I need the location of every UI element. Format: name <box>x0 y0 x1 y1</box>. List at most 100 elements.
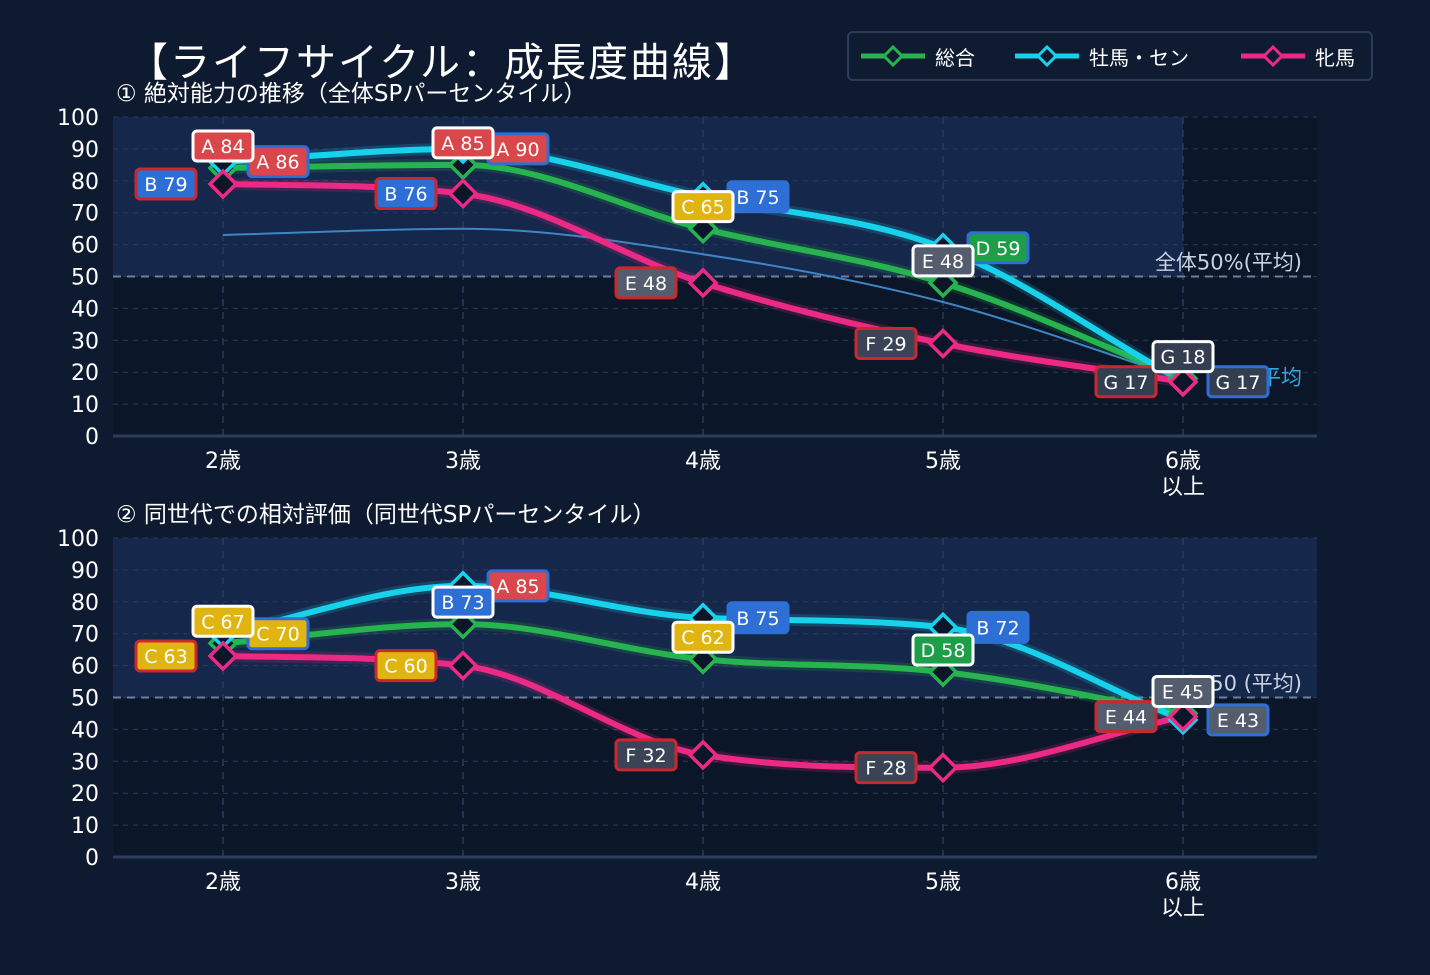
data-label: C 65 <box>671 190 735 224</box>
data-label: A 90 <box>486 132 550 166</box>
x-tick-label: 4歳 <box>685 870 721 895</box>
data-label-box <box>854 326 918 360</box>
x-tick-label: 5歳 <box>925 449 961 474</box>
y-tick-label: 30 <box>71 329 99 354</box>
data-point-marker <box>207 168 239 200</box>
reference-line-label: 全体50%(平均) <box>1155 251 1302 275</box>
chart-legend: 総合 牡馬・セン 牝馬 <box>847 31 1373 81</box>
data-label-box <box>1094 365 1158 399</box>
data-label-text: A 90 <box>496 139 539 161</box>
data-label-text: G 17 <box>1216 372 1261 394</box>
data-label: D 58 <box>911 633 975 667</box>
data-label-text: D 58 <box>921 640 966 662</box>
y-tick-label: 70 <box>71 202 99 227</box>
data-label: B 79 <box>134 167 198 201</box>
chart-panel-2: ② 同世代での相対評価（同世代SPパーセンタイル） 0 10 20 30 40 50 60 70… <box>57 502 1317 921</box>
y-tick-label: 50 <box>71 266 99 291</box>
data-label: B 73 <box>431 585 495 619</box>
data-label-box <box>374 649 438 683</box>
data-label-text: F 28 <box>865 758 906 780</box>
data-label-text: B 72 <box>976 617 1019 639</box>
x-tick-label: 3歳 <box>445 870 481 895</box>
y-tick-label: 40 <box>71 718 99 743</box>
data-label-box <box>431 126 495 160</box>
chart-panel-1: ① 絶対能力の推移（全体SPパーセンタイル） 0 10 20 30 40 50 60 70 80 9… <box>57 81 1317 500</box>
y-tick-label: 60 <box>71 655 99 680</box>
data-label: E 44 <box>1094 700 1158 734</box>
data-label: F 29 <box>854 326 918 360</box>
data-label-box <box>134 639 198 673</box>
data-label: E 48 <box>911 244 975 278</box>
data-label-text: F 32 <box>625 745 666 767</box>
data-point-marker <box>1167 701 1199 733</box>
x-tick-label: 6歳以上 <box>1161 449 1205 500</box>
data-label-text: C 70 <box>256 624 299 646</box>
data-label-box <box>191 604 255 638</box>
legend-line-diamond-icon <box>1015 44 1079 68</box>
legend-line-diamond-icon <box>1241 44 1305 68</box>
y-tick-label: 80 <box>71 170 99 195</box>
data-label-box <box>911 633 975 667</box>
data-label-text: E 43 <box>1217 710 1259 732</box>
data-label: A 85 <box>486 569 550 603</box>
data-label: C 62 <box>671 620 735 654</box>
data-label: C 70 <box>246 617 310 651</box>
data-label-box <box>1206 365 1270 399</box>
data-label-text: G 18 <box>1161 347 1206 369</box>
data-label-box <box>191 129 255 163</box>
data-label: E 45 <box>1151 674 1215 708</box>
legend-entry-overall: 総合 <box>861 33 975 79</box>
y-tick-label: 20 <box>71 782 99 807</box>
data-label: F 28 <box>854 751 918 785</box>
data-point-marker <box>687 739 719 771</box>
data-label-text: D 59 <box>976 238 1021 260</box>
x-tick-label: 4歳 <box>685 449 721 474</box>
y-tick-label: 10 <box>71 814 99 839</box>
data-label-text: E 48 <box>625 273 667 295</box>
data-label-box <box>1206 703 1270 737</box>
data-label-text: A 85 <box>496 576 539 598</box>
x-tick-label: 2歳 <box>205 870 241 895</box>
data-label-text: G 17 <box>1104 372 1149 394</box>
x-tick-label: 3歳 <box>445 449 481 474</box>
data-label: A 86 <box>246 145 310 179</box>
data-label-text: F 29 <box>865 333 906 355</box>
data-label-text: B 79 <box>144 174 187 196</box>
data-label-text: C 67 <box>201 611 244 633</box>
y-tick-label: 20 <box>71 361 99 386</box>
average-line <box>222 227 1184 380</box>
data-point-marker <box>447 650 479 682</box>
data-label-box <box>374 177 438 211</box>
data-label-box <box>614 266 678 300</box>
y-tick-label: 100 <box>57 106 99 131</box>
data-label: A 84 <box>191 129 255 163</box>
data-label: A 85 <box>431 126 495 160</box>
data-point-marker <box>927 328 959 359</box>
data-label-box <box>1151 340 1215 374</box>
y-tick-label: 30 <box>71 750 99 775</box>
y-tick-label: 70 <box>71 623 99 648</box>
data-label-text: B 76 <box>384 184 427 206</box>
legend-line-diamond-icon <box>861 44 925 68</box>
data-label: D 59 <box>966 231 1030 265</box>
data-label-box <box>431 585 495 619</box>
y-tick-label: 100 <box>57 527 99 552</box>
y-tick-label: 10 <box>71 393 99 418</box>
data-label: G 18 <box>1151 340 1215 374</box>
data-point-marker <box>687 267 719 299</box>
data-label-box <box>134 167 198 201</box>
data-label-text: A 86 <box>256 152 299 174</box>
data-label-text: B 73 <box>441 592 484 614</box>
data-label-box <box>1151 674 1215 708</box>
data-label: G 17 <box>1206 365 1270 399</box>
data-label: E 43 <box>1206 703 1270 737</box>
x-tick-label: 5歳 <box>925 870 961 895</box>
legend-entry-female: 牝馬 <box>1241 33 1355 79</box>
y-tick-label: 50 <box>71 687 99 712</box>
data-label-text: E 48 <box>922 251 964 273</box>
data-label-box <box>614 738 678 772</box>
data-label-box <box>726 601 790 635</box>
data-point-marker <box>927 752 959 784</box>
